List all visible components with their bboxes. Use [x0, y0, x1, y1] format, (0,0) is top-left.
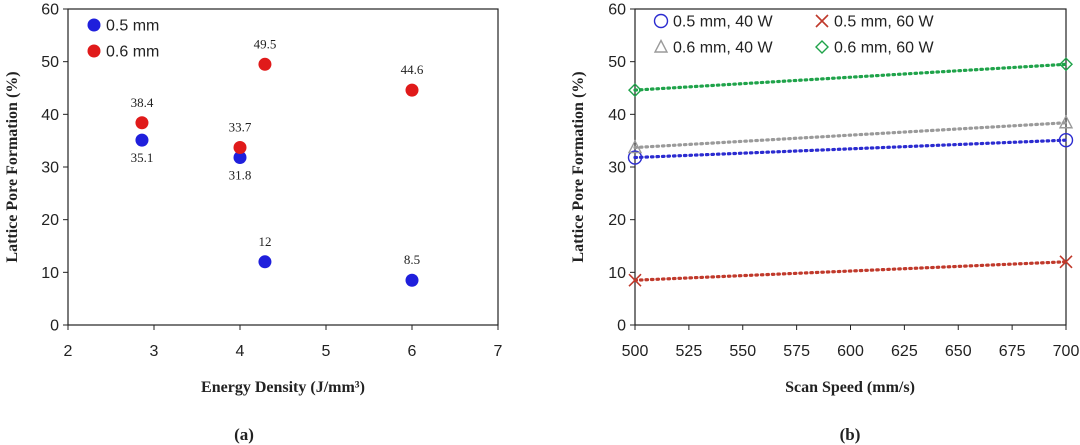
chart-b-y-axis-title: Lattice Pore Formation (%) [570, 71, 587, 262]
chart-b-data-point [1058, 132, 1074, 148]
chart-a-x-tick-label: 7 [494, 343, 503, 360]
chart-a-data-label: 12 [258, 234, 271, 249]
chart-b-trendline [633, 62, 1068, 92]
chart-b-data-point [628, 83, 642, 98]
chart-a-data-label: 33.7 [229, 120, 252, 135]
chart-b-x-tick-label: 550 [729, 343, 756, 360]
chart-b-x-tick-label: 675 [999, 343, 1026, 360]
chart-b-data-point [1059, 255, 1073, 269]
chart-a-x-axis-title: Energy Density (J/mm³) [201, 379, 365, 396]
chart-b-x-tick-label: 500 [622, 343, 649, 360]
chart-b-x-tick-label: 575 [783, 343, 810, 360]
chart-a-panel-label: (a) [234, 425, 254, 444]
chart-b-trendline [633, 121, 1068, 150]
chart-a-x-tick-label: 2 [64, 343, 73, 360]
chart-b-x-ticks: 500 525 550 575 600 625 650 675 700 [622, 325, 1080, 360]
chart-b-y-tick-label: 0 [617, 318, 626, 335]
chart-a-y-tick-label: 60 [41, 2, 59, 19]
chart-a-y-tick-label: 30 [41, 160, 59, 177]
chart-a-legend-label: 0.6 mm [106, 44, 159, 61]
chart-a-data-point [405, 83, 419, 97]
chart-b-x-tick-label: 650 [945, 343, 972, 360]
chart-b-x-tick-label: 600 [837, 343, 864, 360]
chart-a-data-point [258, 57, 272, 71]
chart-b-legend-label: 0.5 mm, 40 W [673, 14, 773, 31]
chart-b-points [627, 57, 1074, 287]
chart-a-points: 35.1 31.8 12 8.5 38.4 33.7 49.5 44.6 [131, 36, 424, 287]
chart-a-legend: 0.5 mm 0.6 mm [87, 18, 159, 61]
chart-a-y-tick-label: 50 [41, 54, 59, 71]
chart-b-legend-marker [653, 13, 669, 29]
chart-a-x-tick-label: 6 [408, 343, 417, 360]
chart-b-legend-marker [815, 14, 829, 28]
chart-a-x-tick-label: 4 [236, 343, 245, 360]
chart-b-y-tick-label: 50 [608, 54, 626, 71]
chart-b-x-tick-label: 625 [891, 343, 918, 360]
chart-b-panel-label: (b) [840, 425, 861, 444]
chart-b-y-tick-label: 60 [608, 2, 626, 19]
chart-b-x-tick-label: 525 [676, 343, 703, 360]
chart-a-y-tick-label: 20 [41, 212, 59, 229]
chart-b-y-tick-label: 10 [608, 265, 626, 282]
chart-a-y-axis-title: Lattice Pore Formation (%) [4, 71, 21, 262]
chart-a-data-label: 44.6 [401, 62, 424, 77]
chart-b-legend: 0.5 mm, 40 W 0.5 mm, 60 W 0.6 mm, 40 W 0.6 … [653, 13, 934, 57]
chart-a-y-ticks: 0 10 20 30 40 50 60 [41, 2, 68, 335]
chart-b-legend-label: 0.5 mm, 60 W [834, 14, 934, 31]
chart-b-legend-label: 0.6 mm, 60 W [834, 40, 934, 57]
chart-a-data-point [405, 273, 419, 287]
chart-a-x-tick-label: 5 [322, 343, 331, 360]
chart-a-data-point [258, 255, 272, 269]
chart-a-legend-label: 0.5 mm [106, 18, 159, 35]
chart-a-data-point [135, 116, 149, 130]
chart-b-y-tick-label: 30 [608, 160, 626, 177]
chart-a-x-tick-label: 3 [150, 343, 159, 360]
chart-a-data-label: 8.5 [404, 252, 420, 267]
chart-b: 0 10 20 30 40 50 60 500 525 550 575 600 625 650 675 70… [570, 2, 1079, 445]
chart-a-data-point [135, 133, 149, 147]
chart-b-data-point [1058, 114, 1074, 129]
chart-a-y-tick-label: 0 [50, 318, 59, 335]
chart-b-x-axis-title: Scan Speed (mm/s) [785, 379, 915, 396]
chart-a-data-label: 49.5 [254, 36, 277, 51]
chart-b-x-tick-label: 700 [1053, 343, 1080, 360]
chart-b-data-point [1059, 57, 1073, 72]
chart-a-data-label: 31.8 [229, 168, 252, 183]
chart-a-data-label: 38.4 [131, 95, 154, 110]
chart-b-y-ticks: 0 10 20 30 40 50 60 [608, 2, 635, 335]
chart-b-data-point [628, 273, 642, 287]
chart-a-x-ticks: 2 3 4 5 6 7 [64, 325, 503, 360]
chart-b-data-point [627, 150, 643, 165]
chart-b-legend-label: 0.6 mm, 40 W [673, 40, 773, 57]
chart-b-trendline [633, 138, 1068, 160]
chart-b-legend-marker [653, 38, 669, 53]
chart-a-y-tick-label: 40 [41, 107, 59, 124]
chart-b-y-tick-label: 40 [608, 107, 626, 124]
chart-b-trendline [633, 260, 1068, 282]
chart-a: 0 10 20 30 40 50 60 2 3 4 5 6 7 35.1 31.8 12 8.5 38.4 33… [4, 2, 503, 445]
chart-a-legend-marker [87, 18, 101, 32]
chart-b-trendlines [633, 62, 1068, 282]
chart-a-data-point [233, 151, 247, 165]
chart-a-data-label: 35.1 [131, 150, 154, 165]
chart-b-y-tick-label: 20 [608, 212, 626, 229]
chart-a-legend-marker [87, 44, 101, 58]
chart-a-y-tick-label: 10 [41, 265, 59, 282]
chart-b-legend-marker [815, 40, 829, 54]
chart-b-data-point [627, 139, 643, 154]
chart-a-data-point [233, 141, 247, 155]
